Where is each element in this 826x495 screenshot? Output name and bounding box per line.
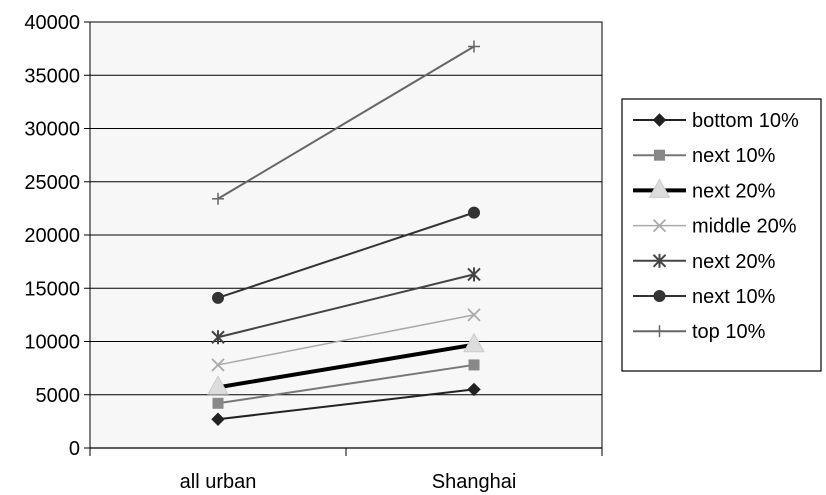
y-tick-label: 20000 xyxy=(24,225,80,247)
legend-label: next 10% xyxy=(692,286,776,308)
y-tick-label: 10000 xyxy=(24,332,80,354)
legend-marker-stroke-b xyxy=(652,218,667,233)
data-point xyxy=(211,412,225,426)
legend-item: next 10% xyxy=(633,286,776,308)
data-point xyxy=(211,330,225,345)
data-point-shape xyxy=(468,359,480,371)
legend-marker xyxy=(653,290,666,302)
data-point-shape xyxy=(468,206,480,219)
y-tick-label: 15000 xyxy=(24,278,80,300)
data-point xyxy=(468,206,480,219)
legend-label: next 10% xyxy=(692,145,776,167)
series-group xyxy=(207,40,485,426)
data-point-stroke-b xyxy=(211,358,225,372)
data-point xyxy=(212,192,224,205)
data-point xyxy=(463,332,485,353)
y-tick-label: 35000 xyxy=(24,65,80,87)
legend-item: next 20% xyxy=(633,178,776,202)
legend-marker-shape xyxy=(654,149,665,161)
legend-marker xyxy=(653,325,666,338)
data-point xyxy=(211,358,225,372)
y-tick-label: 0 xyxy=(69,438,80,460)
data-point-stroke-b xyxy=(467,308,481,322)
series-line xyxy=(217,342,475,390)
data-point xyxy=(207,375,229,395)
legend-item: middle 20% xyxy=(633,216,797,238)
x-tick-label: Shanghai xyxy=(432,471,517,493)
x-axis: all urban Shanghai xyxy=(89,447,603,493)
legend-box xyxy=(621,98,822,372)
series-2 xyxy=(207,332,485,395)
legend-marker-shape xyxy=(653,290,666,302)
y-tick-label: 25000 xyxy=(24,172,80,194)
legend-label: next 20% xyxy=(692,251,776,273)
legend-marker xyxy=(652,218,667,233)
data-point-shape xyxy=(463,332,485,353)
series-line xyxy=(217,388,475,421)
series-3 xyxy=(211,308,481,372)
legend: bottom 10% next 10% next 20% middle 20% next… xyxy=(621,98,822,372)
series-1 xyxy=(212,359,480,409)
legend-label: next 20% xyxy=(692,180,776,202)
legend-marker xyxy=(652,113,667,127)
legend-marker-shape xyxy=(648,178,671,198)
series-line xyxy=(217,314,475,366)
legend-marker xyxy=(652,253,667,268)
series-line xyxy=(217,273,475,339)
data-point-shape xyxy=(467,382,481,397)
legend-marker xyxy=(654,149,665,161)
data-point xyxy=(212,397,224,409)
series-0 xyxy=(211,382,481,426)
legend-item: next 10% xyxy=(633,145,776,167)
data-point-shape xyxy=(211,412,225,426)
series-line xyxy=(217,45,475,200)
legend-item: top 10% xyxy=(633,321,766,343)
series-6 xyxy=(212,40,480,205)
y-tick-label: 40000 xyxy=(24,12,80,34)
legend-marker xyxy=(648,178,671,198)
legend-label: bottom 10% xyxy=(692,110,799,132)
legend-marker-shape xyxy=(652,113,667,127)
y-tick-label: 30000 xyxy=(24,119,80,141)
legend-label: middle 20% xyxy=(692,216,797,238)
data-point-shape xyxy=(207,375,229,395)
series-line xyxy=(217,363,475,405)
data-point xyxy=(468,359,480,371)
data-point xyxy=(468,40,480,53)
legend-item: bottom 10% xyxy=(633,110,799,132)
y-tick-label: 5000 xyxy=(36,385,81,407)
series-4 xyxy=(211,267,481,345)
data-point xyxy=(467,308,481,322)
x-tick-label: all urban xyxy=(180,471,257,493)
data-point xyxy=(467,267,481,282)
data-point-shape xyxy=(212,291,224,304)
y-axis: 0 5000 10000 15000 20000 25000 30000 35000 40000 xyxy=(24,12,90,460)
legend-label: top 10% xyxy=(692,321,766,343)
data-point-shape xyxy=(212,397,224,409)
gridlines xyxy=(90,21,602,396)
series-5 xyxy=(212,206,480,304)
legend-item: next 20% xyxy=(633,251,776,273)
data-point xyxy=(467,382,481,397)
data-point xyxy=(212,291,224,304)
series-line xyxy=(217,211,475,299)
